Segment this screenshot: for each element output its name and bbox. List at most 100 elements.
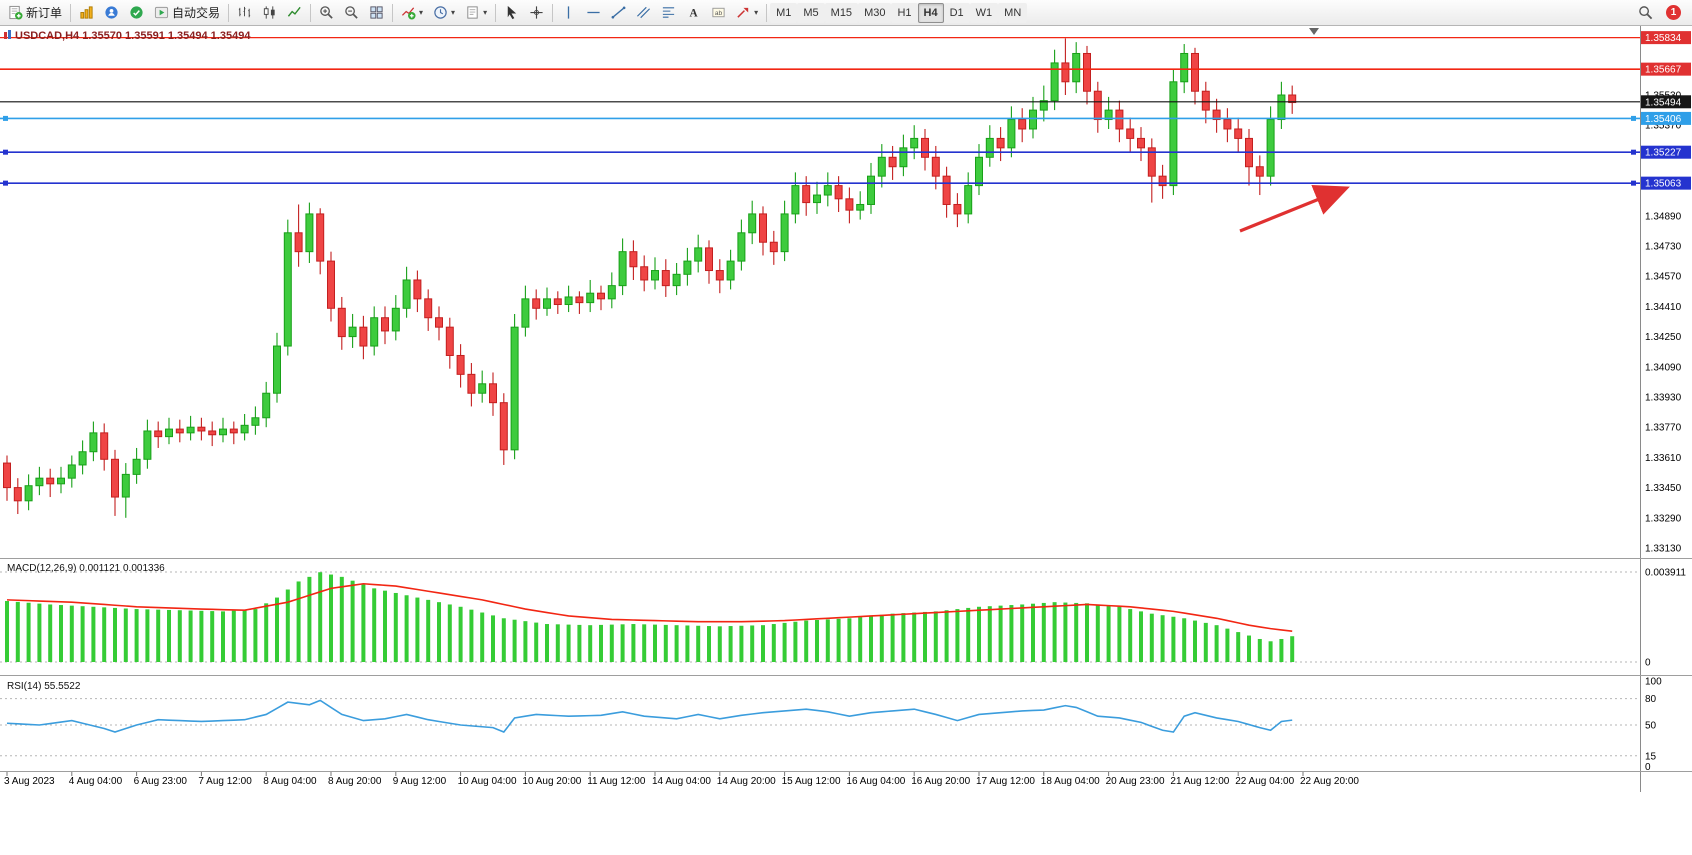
community-button[interactable]: [99, 2, 124, 24]
candles-mode-button[interactable]: [257, 2, 282, 24]
toolbar-separator: [310, 3, 312, 22]
tile-windows-button[interactable]: [364, 2, 389, 24]
horizontal-line-tool-button[interactable]: [581, 2, 606, 24]
time-tick-label: 7 Aug 12:00: [198, 776, 252, 787]
timeframe-m1-button[interactable]: M1: [770, 2, 798, 23]
macd-hist-bar: [1149, 613, 1154, 662]
new-order-button[interactable]: 新订单: [3, 2, 67, 24]
timeframe-m5-button[interactable]: M5: [797, 2, 825, 23]
zoom-in-button[interactable]: [314, 2, 339, 24]
macd-hist-bar: [1085, 603, 1089, 662]
macd-hist-bar: [836, 618, 841, 662]
macd-hist-bar: [1160, 615, 1165, 662]
time-tick-label: 6 Aug 23:00: [134, 776, 188, 787]
line-mode-button[interactable]: [282, 2, 307, 24]
trendline-tool-button[interactable]: [606, 2, 631, 24]
chart-window-icon: [8, 30, 11, 39]
crosshair-button[interactable]: [524, 2, 549, 24]
crosshair-icon: [529, 5, 544, 20]
timeframe-d1-button[interactable]: D1: [943, 2, 970, 23]
cursor-button[interactable]: [499, 2, 524, 24]
macd-hist-bar: [361, 584, 366, 662]
cycles-button[interactable]: ▾: [428, 2, 460, 24]
shift-marker-icon[interactable]: [1309, 28, 1319, 35]
fibonacci-tool-button[interactable]: [656, 2, 681, 24]
cursor-icon: [504, 5, 519, 20]
channel-tool-button[interactable]: [631, 2, 656, 24]
macd-hist-bar: [480, 612, 485, 662]
macd-hist-bar: [771, 624, 776, 662]
hline-support-3[interactable]: [0, 180, 1640, 186]
macd-hist-bar: [1052, 602, 1057, 662]
trend-arrow-annotation[interactable]: [1239, 184, 1350, 233]
line-handle[interactable]: [1631, 149, 1636, 155]
toolbar-separator: [228, 3, 230, 22]
hline-support-2[interactable]: [0, 149, 1640, 155]
macd-hist-bar: [231, 610, 236, 662]
macd-hist-bar: [437, 602, 441, 662]
macd-hist-bar: [329, 574, 333, 662]
charts-button[interactable]: [74, 2, 99, 24]
macd-hist-bar: [577, 624, 582, 662]
bars-mode-button[interactable]: [232, 2, 257, 24]
macd-scale-zero: 0: [1645, 658, 1651, 669]
shapes-icon: [736, 5, 751, 20]
line-handle[interactable]: [1631, 115, 1636, 121]
marketplace-icon: [129, 5, 144, 20]
objects-list-button[interactable]: ▾: [460, 2, 492, 24]
macd-hist-bar: [372, 588, 377, 662]
toolbar-separator: [766, 3, 768, 22]
timeframe-mn-button[interactable]: MN: [998, 2, 1028, 23]
macd-hist-bar: [491, 615, 495, 662]
charts-icon: [79, 5, 94, 20]
macd-hist-bar: [642, 624, 647, 662]
time-tick-label: 8 Aug 04:00: [263, 776, 317, 787]
line-handle[interactable]: [3, 115, 8, 121]
macd-hist-bar: [1128, 609, 1133, 662]
macd-hist-bar: [5, 601, 9, 662]
macd-hist-bar: [545, 624, 549, 662]
svg-text:1.35063: 1.35063: [1645, 179, 1682, 190]
timeframe-h1-button[interactable]: H1: [891, 2, 918, 23]
algo-trading-button[interactable]: 自动交易: [149, 2, 225, 24]
macd-hist-bar: [1214, 625, 1219, 662]
macd-hist-bar: [339, 576, 344, 662]
shapes-tool-button[interactable]: ▾: [731, 2, 763, 24]
notification-badge[interactable]: 1: [1666, 5, 1681, 20]
rsi-scale-label: 15: [1645, 751, 1657, 762]
macd-hist-bar: [1063, 602, 1068, 662]
indicators-button[interactable]: ▾: [396, 2, 428, 24]
macd-hist-bar: [977, 606, 981, 662]
timeframe-m30-button[interactable]: M30: [858, 2, 892, 23]
text-tool-button[interactable]: A: [681, 2, 706, 24]
timeframe-h4-button[interactable]: H4: [917, 2, 944, 23]
timeframe-w1-button[interactable]: W1: [969, 2, 999, 23]
price-scale[interactable]: 1.355301.353701.348901.347301.345701.344…: [1640, 26, 1692, 792]
line-handle[interactable]: [3, 149, 8, 155]
zoom-out-button[interactable]: [339, 2, 364, 24]
chevron-down-icon: ▾: [754, 7, 759, 17]
line-handle[interactable]: [1631, 180, 1636, 186]
macd-hist-bar: [1268, 641, 1273, 662]
line-handle[interactable]: [3, 180, 8, 186]
svg-text:1.35227: 1.35227: [1645, 148, 1682, 159]
macd-label: MACD(12,26,9) 0.001121 0.001336: [7, 563, 165, 574]
vertical-line-tool-button[interactable]: [556, 2, 581, 24]
macd-hist-bar: [955, 609, 960, 662]
time-axis[interactable]: 3 Aug 2023 4 Aug 04:00 6 Aug 23:00 7 Aug 12…: [4, 772, 1359, 787]
label-tool-button[interactable]: ab: [706, 2, 731, 24]
search-button[interactable]: [1633, 2, 1658, 24]
macd-hist-bar: [1139, 611, 1143, 662]
macd-hist-bar: [91, 606, 96, 662]
cycles-icon: [433, 5, 448, 20]
macd-hist-bar: [102, 607, 107, 662]
macd-hist-bar: [318, 572, 323, 662]
marketplace-button[interactable]: [124, 2, 149, 24]
price-tick-label: 1.34090: [1645, 362, 1682, 373]
timeframe-m15-button[interactable]: M15: [824, 2, 859, 23]
rsi-scale-label: 80: [1645, 694, 1657, 705]
macd-hist-bar: [847, 618, 852, 662]
hline-support-1[interactable]: [0, 115, 1640, 121]
